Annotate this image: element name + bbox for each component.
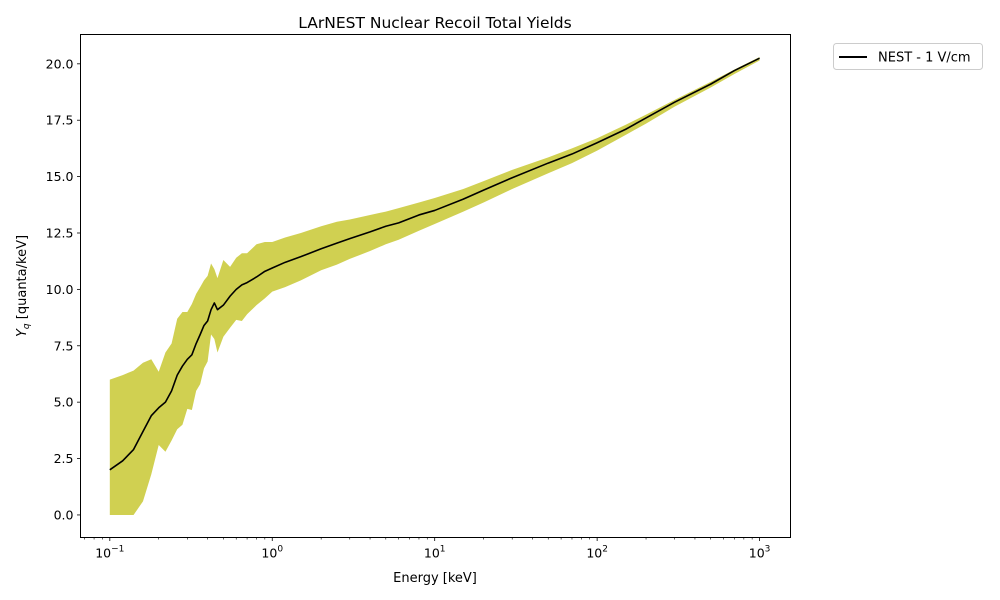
y-tick-label: 20.0 xyxy=(46,56,74,71)
x-tick-label: 103 xyxy=(749,545,771,561)
y-tick-label: 15.0 xyxy=(46,169,74,184)
series-line-0 xyxy=(109,57,760,471)
x-axis-label: Energy [keV] xyxy=(393,571,477,586)
y-axis-label-symbol: Y xyxy=(15,328,30,337)
y-axis: 0.0 2.5 5.0 7.5 10.0 12.5 15.0 17.5 20.0 xyxy=(46,56,81,522)
y-tick-label: 10.0 xyxy=(46,282,74,297)
legend-entry-label: NEST - 1 V/cm xyxy=(878,51,971,66)
y-axis-label-subscript: q xyxy=(22,323,32,329)
legend-box xyxy=(833,43,983,70)
axes-frame xyxy=(80,34,791,538)
y-tick-label: 7.5 xyxy=(54,338,74,353)
x-tick-label: 101 xyxy=(424,545,446,561)
legend: NEST - 1 V/cm xyxy=(833,43,983,70)
x-tick-label: 10−1 xyxy=(95,545,124,561)
uncertainty-band-0 xyxy=(109,57,760,515)
y-tick-label: 12.5 xyxy=(46,225,74,240)
y-axis-label-units: [quanta/keV] xyxy=(15,235,30,323)
chart-title: LArNEST Nuclear Recoil Total Yields xyxy=(298,14,571,32)
y-tick-label: 2.5 xyxy=(54,451,74,466)
x-axis: 10−1 100 101 102 103 xyxy=(84,537,771,561)
x-tick-label: 100 xyxy=(261,545,283,561)
y-axis-label: Yq [quanta/keV] xyxy=(15,235,32,337)
plot-area xyxy=(109,57,760,515)
y-tick-label: 0.0 xyxy=(54,507,74,522)
y-tick-label: 5.0 xyxy=(54,395,74,410)
x-tick-label: 102 xyxy=(586,545,608,561)
y-tick-label: 17.5 xyxy=(46,113,74,128)
